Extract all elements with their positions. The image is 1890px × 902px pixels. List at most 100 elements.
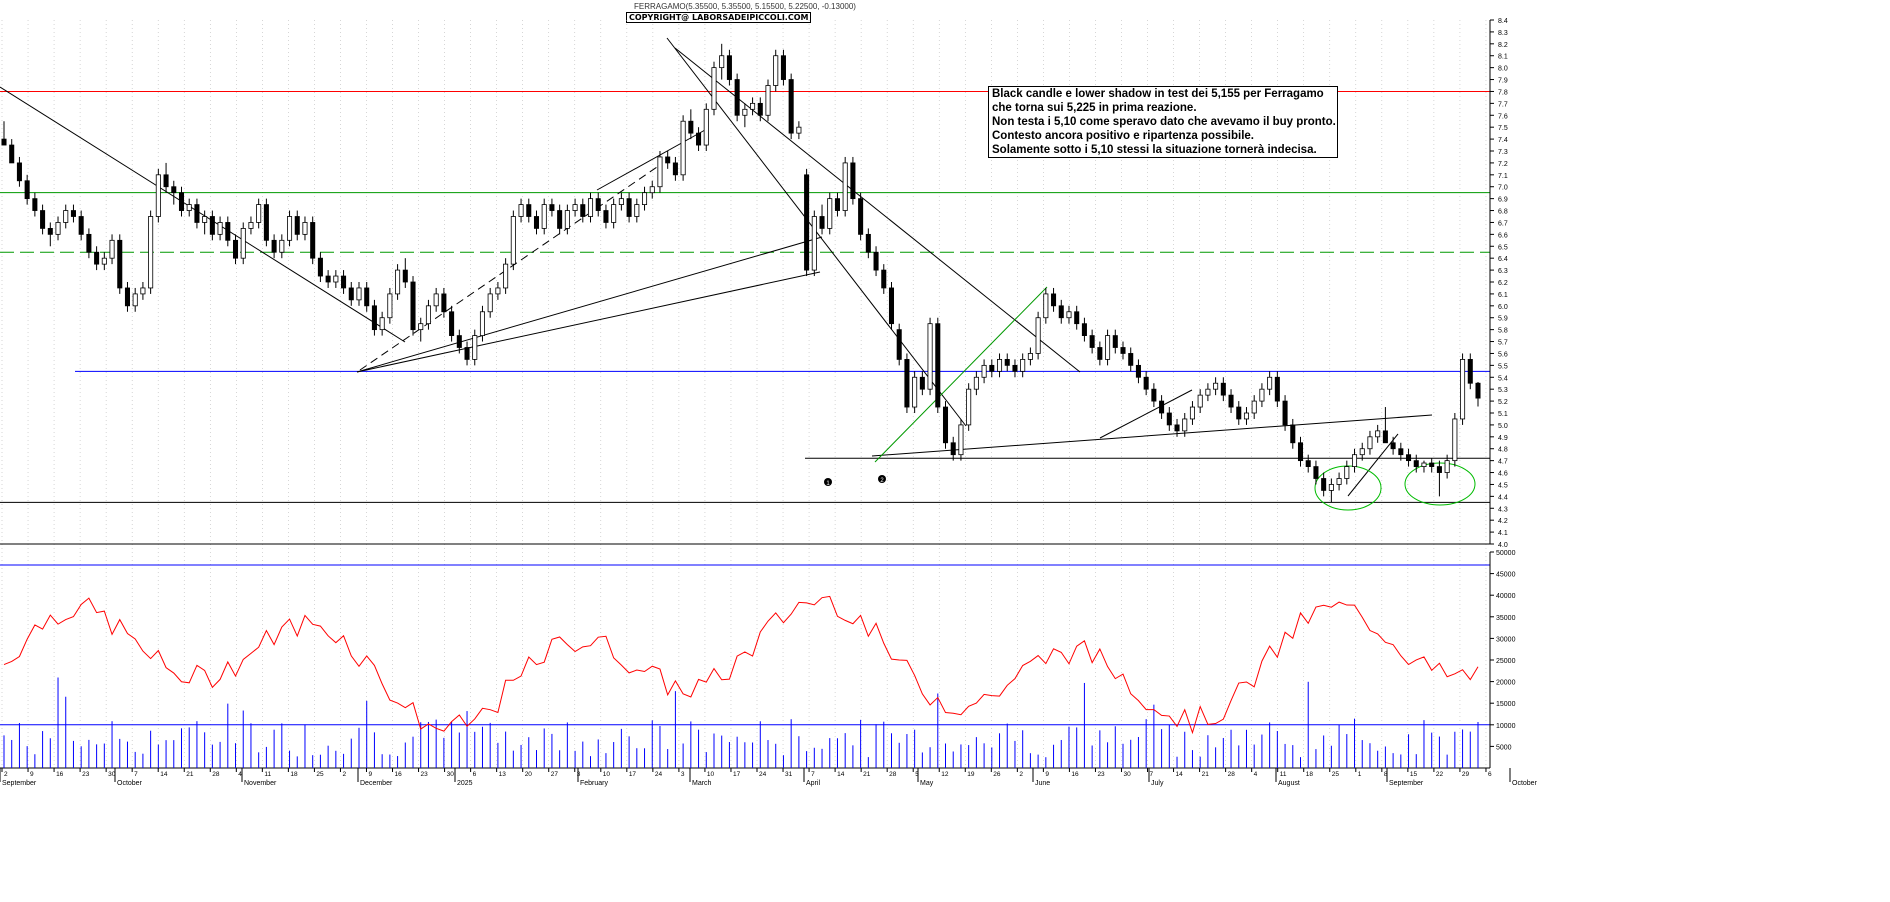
candle-body bbox=[865, 233, 871, 253]
trendline-rising-2 bbox=[356, 271, 821, 373]
annotation-box: Black candle e lower shadow in test dei … bbox=[988, 86, 1338, 158]
candle-body bbox=[1205, 388, 1211, 396]
volume-tick-label: 50000 bbox=[1496, 550, 1516, 557]
date-tick-label: 9 bbox=[368, 771, 372, 778]
trendline-downtrend-1 bbox=[0, 86, 406, 343]
candle-body bbox=[1112, 335, 1118, 348]
candle-body bbox=[1382, 430, 1388, 444]
candle-body bbox=[1336, 478, 1342, 485]
date-tick-label: 27 bbox=[551, 771, 559, 778]
price-tick-label: 8.3 bbox=[1498, 30, 1508, 37]
candle-body bbox=[564, 210, 570, 229]
candle-body bbox=[410, 281, 416, 331]
candle-body bbox=[40, 210, 46, 229]
volume-tick-label: 35000 bbox=[1496, 615, 1516, 622]
candle-body bbox=[1174, 424, 1180, 432]
candle-body bbox=[510, 216, 516, 265]
ellipse-left bbox=[1314, 465, 1382, 511]
candle-body bbox=[94, 251, 100, 265]
date-tick-label: 21 bbox=[1202, 771, 1210, 778]
candle-body bbox=[726, 55, 732, 80]
candle-body bbox=[1406, 454, 1412, 462]
chart-title: FERRAGAMO bbox=[634, 2, 686, 11]
date-tick-label: 11 bbox=[1280, 771, 1287, 778]
date-tick-label: 23 bbox=[82, 771, 90, 778]
candle-body bbox=[811, 216, 817, 271]
candle-body bbox=[117, 239, 123, 289]
price-tick-label: 4.3 bbox=[1498, 506, 1508, 513]
candle-body bbox=[78, 216, 84, 235]
candle-body bbox=[1398, 448, 1404, 456]
candle-body bbox=[449, 311, 455, 336]
candle-body bbox=[302, 222, 308, 235]
candle-body bbox=[487, 293, 493, 313]
candle-body bbox=[101, 257, 107, 265]
candle-body bbox=[1, 138, 7, 146]
date-tick-label: 30 bbox=[1123, 771, 1131, 778]
candle-body bbox=[719, 55, 725, 69]
candle-body bbox=[850, 162, 856, 200]
candle-body bbox=[603, 210, 609, 223]
date-tick-label: 13 bbox=[499, 771, 507, 778]
candle-body bbox=[1120, 347, 1126, 354]
candle-body bbox=[1213, 382, 1219, 390]
candle-body bbox=[356, 287, 362, 301]
price-tick-label: 7.0 bbox=[1498, 185, 1508, 192]
candle-body bbox=[132, 293, 138, 307]
price-tick-label: 6.3 bbox=[1498, 268, 1508, 275]
price-tick-label: 7.4 bbox=[1498, 137, 1508, 144]
candle-body bbox=[279, 239, 285, 253]
candle-body bbox=[1004, 359, 1010, 366]
candle-body bbox=[642, 192, 648, 205]
date-tick-label: 26 bbox=[993, 771, 1001, 778]
price-tick-label: 7.7 bbox=[1498, 101, 1508, 108]
marker-1-label: 1 bbox=[826, 481, 830, 487]
date-tick-label: 21 bbox=[186, 771, 194, 778]
candle-body bbox=[464, 347, 470, 360]
price-tick-label: 7.5 bbox=[1498, 125, 1508, 132]
candle-body bbox=[503, 263, 509, 289]
candle-body bbox=[981, 364, 987, 378]
month-label: July bbox=[1151, 780, 1164, 787]
candle-body bbox=[240, 228, 246, 259]
month-label: October bbox=[1512, 780, 1538, 787]
candle-body bbox=[1429, 462, 1435, 467]
candle-body bbox=[1081, 323, 1087, 336]
date-tick-label: 20 bbox=[525, 771, 533, 778]
candle-body bbox=[371, 305, 377, 331]
annotation-line-1: Black candle e lower shadow in test dei … bbox=[992, 88, 1324, 100]
date-tick-label: 25 bbox=[1332, 771, 1340, 778]
date-tick-label: 28 bbox=[889, 771, 897, 778]
candle-body bbox=[1189, 406, 1195, 420]
candle-body bbox=[202, 216, 208, 223]
candle-body bbox=[55, 222, 61, 235]
candle-body bbox=[919, 376, 925, 390]
trendline-downtrend-3 bbox=[674, 47, 1081, 373]
candle-body bbox=[973, 376, 979, 390]
copyright-label: COPYRIGHT@ LABORSADEIPICCOLI.COM bbox=[626, 12, 812, 23]
candle-body bbox=[896, 329, 902, 360]
candle-body bbox=[155, 174, 161, 217]
candle-body bbox=[796, 126, 802, 134]
date-tick-label: 31 bbox=[785, 771, 793, 778]
candle-body bbox=[773, 55, 779, 86]
price-tick-label: 4.6 bbox=[1498, 471, 1508, 478]
candle-body bbox=[1282, 400, 1288, 426]
month-label: February bbox=[580, 780, 609, 787]
candle-body bbox=[935, 323, 941, 408]
candle-body bbox=[387, 293, 393, 319]
price-tick-label: 6.7 bbox=[1498, 220, 1508, 227]
candle-body bbox=[1367, 436, 1373, 450]
trendline-rising-dashed bbox=[359, 164, 661, 371]
candle-body bbox=[1097, 347, 1103, 360]
candle-body bbox=[626, 198, 632, 217]
candle-body bbox=[958, 424, 964, 456]
month-label: November bbox=[244, 780, 277, 787]
candle-body bbox=[788, 79, 794, 134]
candle-body bbox=[618, 198, 624, 205]
candle-body bbox=[804, 174, 810, 271]
date-tick-label: 7 bbox=[811, 771, 815, 778]
date-tick-label: 4 bbox=[238, 771, 242, 778]
candle-body bbox=[997, 359, 1003, 372]
volume-oscillator-line bbox=[3, 595, 1479, 735]
